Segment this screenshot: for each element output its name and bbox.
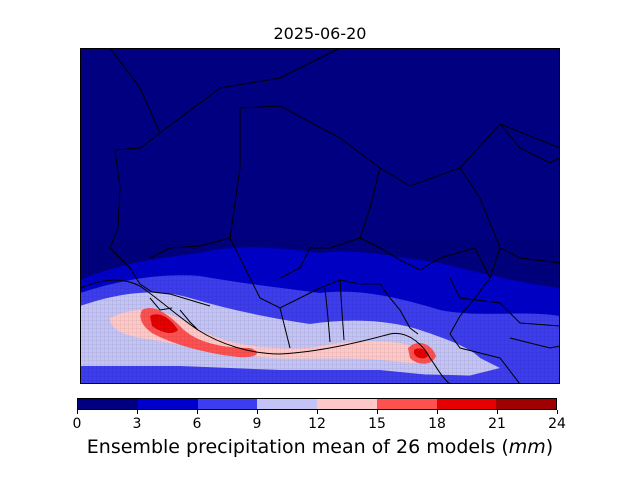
colorbar-label-suffix: ) [545,436,554,458]
border-central-1 [229,237,321,309]
colorbar-segment [496,399,556,409]
map-title: 2025-06-20 [273,24,367,43]
colorbar-label-prefix: Ensemble precipitation mean of 26 models… [86,436,509,458]
colorbar-tick-label: 24 [548,416,566,432]
colorbar-segment [137,399,198,409]
colorbar-segment [376,399,437,409]
border-central-2 [319,279,419,335]
colorbar-tick-label: 9 [252,416,262,432]
border-togo [324,287,331,343]
colorbar-tick-label: 21 [488,416,506,432]
colorbar-segment [197,399,258,409]
precipitation-map [80,48,560,384]
colorbar-ticks: 0 3 6 9 12 15 18 21 24 [73,410,566,434]
colorbar-tick-mark [497,410,498,414]
colorbar-tick-mark [557,410,558,414]
colorbar-label: Ensemble precipitation mean of 26 models… [0,436,640,458]
colorbar-tick-mark [377,410,378,414]
border-east [499,247,560,264]
border-senegal [109,149,121,259]
border-north-3 [239,105,560,187]
border-liberia [179,309,199,331]
colorbar-tick-label: 18 [428,416,446,432]
border-sierra-leone [149,297,173,311]
border-cameroon [449,277,560,327]
border-gabon [449,333,521,384]
colorbar-tick-mark [197,410,198,414]
colorbar-tick-mark [137,410,138,414]
colorbar-tick-label: 3 [132,416,142,432]
colorbar-tick-label: 12 [308,416,326,432]
coastline-west-africa [80,279,451,384]
map-border [80,48,560,384]
border-benin [339,279,345,341]
colorbar-label-unit: mm [508,436,546,458]
colorbar-segment [257,399,317,409]
colorbar-tick-mark [437,410,438,414]
colorbar-tick-label: 0 [72,416,82,432]
grid-overlay [80,238,560,384]
colorbar-tick-label: 6 [192,416,202,432]
colorbar [77,398,557,410]
colorbar-tick-mark [317,410,318,414]
colorbar-tick-mark [257,410,258,414]
colorbar-segment [436,399,497,409]
colorbar-tick-mark [77,410,78,414]
border-niger [279,167,381,279]
border-nigeria [359,237,491,279]
border-guinea [119,257,211,307]
colorbar-segment [317,399,377,409]
colorbar-segment [78,399,138,409]
border-north-2 [159,48,341,134]
border-mali [149,108,241,259]
colorbar-tick-label: 15 [368,416,386,432]
border-congo [509,337,560,349]
border-sudan [499,123,560,164]
border-ghana [279,307,291,349]
